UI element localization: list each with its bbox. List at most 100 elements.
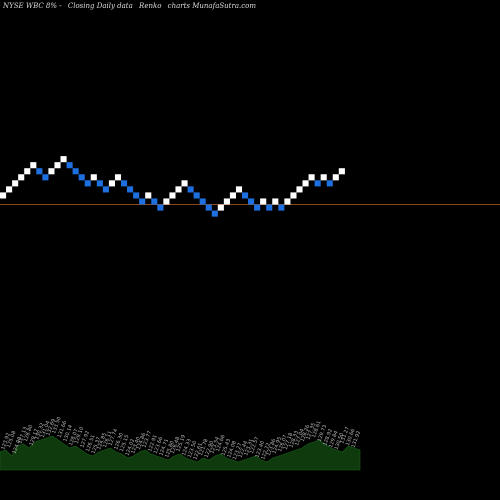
down-brick xyxy=(211,210,218,217)
chart-header: NYSE WBC 8% - Closing Daily data Renko c… xyxy=(3,2,260,10)
x-tick-label: 122.91 xyxy=(147,434,159,452)
x-tick-label: 128.80 xyxy=(23,424,35,442)
up-brick xyxy=(302,180,309,187)
x-tick-label: 128.33 xyxy=(288,430,300,448)
x-tick-label: 131.92 xyxy=(351,430,363,448)
down-brick xyxy=(84,180,91,187)
x-tick-label: 127.35 xyxy=(305,422,317,440)
x-tick-label: 123.77 xyxy=(142,430,154,448)
brick-layer xyxy=(0,156,345,217)
up-brick xyxy=(24,168,31,175)
x-tick-label: 130.32 xyxy=(34,422,46,440)
down-brick xyxy=(199,198,206,205)
x-tick-label: 125.19 xyxy=(175,434,187,452)
up-brick xyxy=(272,198,279,205)
x-tick-label: 128.07 xyxy=(68,428,80,446)
x-tick-label: 130.66 xyxy=(345,428,357,446)
x-tick-label: 128.92 xyxy=(322,428,334,446)
x-tick-label: 124.33 xyxy=(181,438,193,456)
up-brick xyxy=(223,198,230,205)
volume-area xyxy=(0,435,361,471)
up-brick xyxy=(175,186,182,193)
x-tick-label: 123.40 xyxy=(130,436,142,454)
up-brick xyxy=(114,174,122,181)
x-tick-label: 126.07 xyxy=(277,434,289,452)
x-tick-label: 126.30 xyxy=(113,432,125,450)
down-brick xyxy=(139,198,146,205)
x-tick-label: 131.66 xyxy=(57,420,69,438)
down-brick xyxy=(242,192,249,199)
x-tick-label: 121.78 xyxy=(198,438,210,456)
down-brick xyxy=(266,204,273,211)
x-tick-label: 124.66 xyxy=(215,434,227,452)
x-tick-label: 123.27 xyxy=(232,442,244,460)
x-tick-label: 122.72 xyxy=(260,442,272,460)
x-tick-label: 130.14 xyxy=(62,424,74,442)
down-brick xyxy=(248,198,255,205)
x-tick-label: 123.92 xyxy=(0,432,12,450)
up-brick xyxy=(217,204,224,211)
up-brick xyxy=(320,174,327,181)
x-tick-label: 122.44 xyxy=(238,440,250,458)
x-tick-label: 122.61 xyxy=(192,442,204,460)
x-label-layer: 123.92125.08124.00127.13128.80129.17130.… xyxy=(0,416,362,460)
up-brick xyxy=(235,186,243,193)
down-brick xyxy=(205,204,212,211)
x-tick-label: 123.31 xyxy=(243,438,255,456)
up-brick xyxy=(338,168,345,175)
x-tick-label: 129.84 xyxy=(328,430,340,448)
up-brick xyxy=(308,174,315,181)
x-tick-label: 125.15 xyxy=(119,434,131,452)
down-brick xyxy=(254,204,261,211)
down-brick xyxy=(78,174,85,181)
down-brick xyxy=(133,192,140,199)
down-brick xyxy=(187,186,194,193)
down-brick xyxy=(326,180,333,187)
x-tick-label: 125.80 xyxy=(164,440,176,458)
x-tick-label: 125.43 xyxy=(221,438,233,456)
down-brick xyxy=(127,186,134,193)
x-tick-label: 125.37 xyxy=(91,436,103,454)
x-tick-label: 130.50 xyxy=(334,432,346,450)
down-brick xyxy=(102,186,109,193)
up-brick xyxy=(284,198,291,205)
x-tick-label: 127.18 xyxy=(283,432,295,450)
x-tick-label: 132.69 xyxy=(45,418,57,436)
up-brick xyxy=(332,174,339,181)
down-brick xyxy=(193,192,200,199)
site-label: charts MunafaSutra.com xyxy=(167,2,257,10)
down-brick xyxy=(278,204,285,211)
up-brick xyxy=(48,168,55,175)
x-tick-label: 129.17 xyxy=(28,428,40,446)
up-brick xyxy=(145,192,152,199)
x-tick-label: 126.51 xyxy=(85,434,97,452)
x-tick-label: 123.54 xyxy=(209,436,221,454)
x-tick-label: 129.73 xyxy=(317,424,329,442)
volume-layer xyxy=(0,435,361,471)
x-tick-label: 122.90 xyxy=(204,440,216,458)
x-tick-label: 123.50 xyxy=(187,440,199,458)
x-tick-label: 128.26 xyxy=(300,424,312,442)
down-brick xyxy=(314,180,321,187)
chart-style-label: Renko xyxy=(139,2,162,10)
x-tick-label: 133.50 xyxy=(51,416,63,434)
up-brick xyxy=(229,192,236,199)
x-tick-label: 128.61 xyxy=(311,420,323,438)
x-tick-label: 127.04 xyxy=(294,428,306,446)
x-tick-label: 123.86 xyxy=(266,438,278,456)
up-brick xyxy=(12,180,19,187)
up-brick xyxy=(6,186,13,193)
x-tick-label: 122.57 xyxy=(249,436,261,454)
symbol-label: NYSE WBC 8% - xyxy=(3,2,62,10)
up-brick xyxy=(169,192,176,199)
up-brick xyxy=(296,186,303,193)
x-tick-label: 127.13 xyxy=(17,426,29,444)
down-brick xyxy=(72,168,79,175)
down-brick xyxy=(157,204,164,211)
up-brick xyxy=(54,162,61,169)
x-tick-label: 124.86 xyxy=(136,432,148,450)
down-brick xyxy=(121,180,128,187)
down-brick xyxy=(36,168,43,175)
